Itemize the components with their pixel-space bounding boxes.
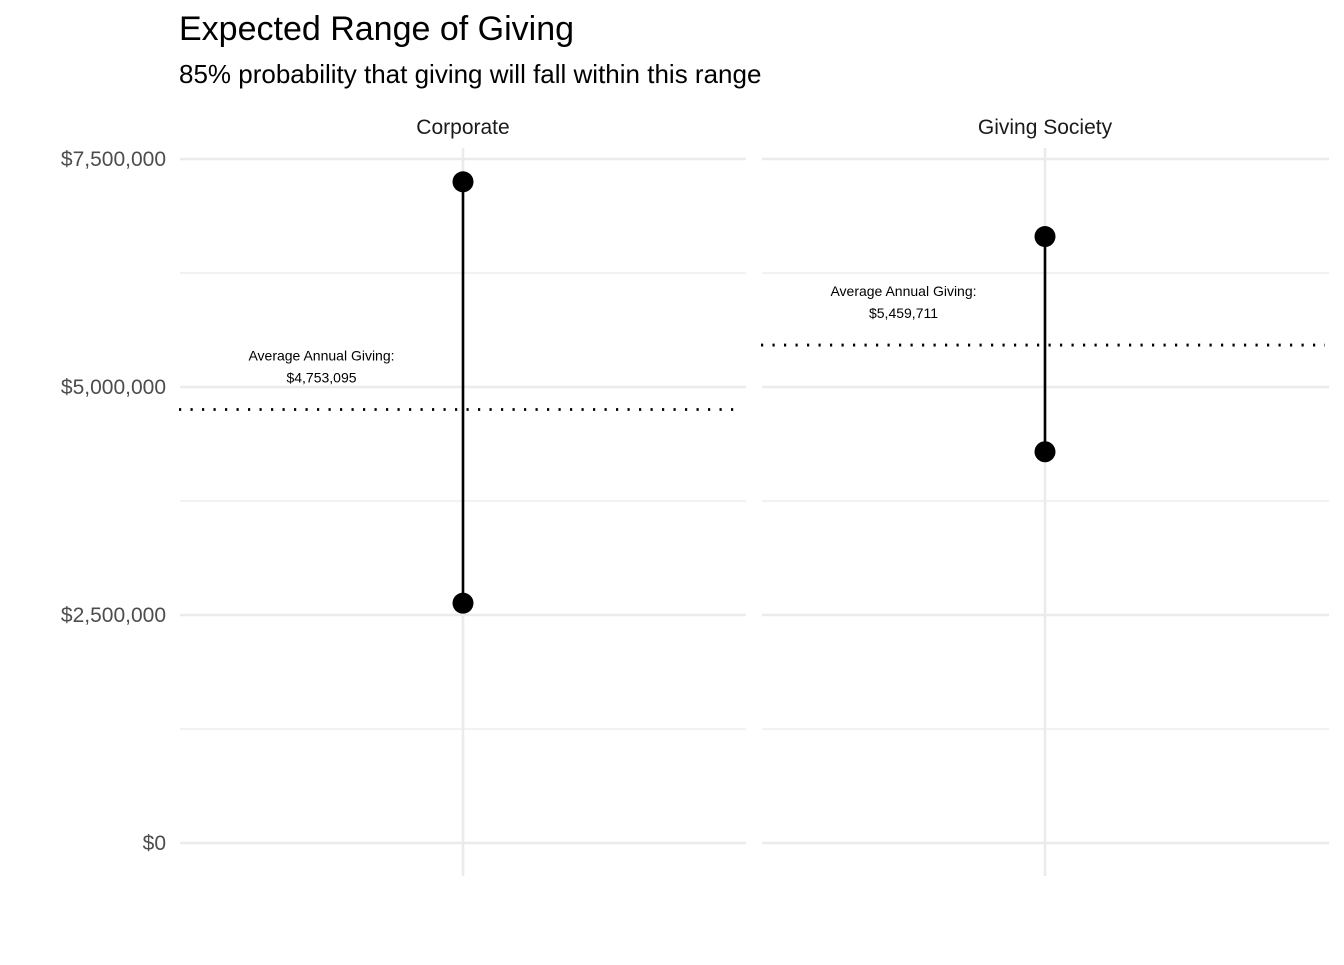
y-tick-label: $0 (143, 832, 166, 855)
chart-title: Expected Range of Giving (179, 10, 574, 48)
range-high-point (1034, 226, 1056, 248)
facet-strip-label: Corporate (416, 116, 509, 139)
y-tick-label: $7,500,000 (61, 148, 166, 171)
y-tick-label: $2,500,000 (61, 604, 166, 627)
range-low-point (452, 592, 474, 614)
facet-strip-label: Giving Society (978, 116, 1113, 139)
average-annotation-value: $5,459,711 (869, 305, 938, 321)
average-annotation-value: $4,753,095 (286, 370, 356, 386)
facet-panel-corporate: Corporate Average Annual Giving: $4,753,09… (179, 116, 746, 876)
range-low-point (1034, 441, 1056, 463)
y-axis: $0 $2,500,000 $5,000,000 $7,500,000 (61, 148, 166, 855)
facet-panels: Corporate Average Annual Giving: $4,753,09… (179, 116, 1329, 876)
average-annotation-label: Average Annual Giving: (248, 348, 394, 364)
range-high-point (452, 171, 474, 193)
chart-subtitle: 85% probability that giving will fall wi… (179, 59, 761, 89)
facet-panel-giving-society: Giving Society Average Annual Giving: $5,4… (761, 116, 1329, 876)
average-annotation-label: Average Annual Giving: (830, 283, 976, 299)
y-tick-label: $5,000,000 (61, 376, 166, 399)
